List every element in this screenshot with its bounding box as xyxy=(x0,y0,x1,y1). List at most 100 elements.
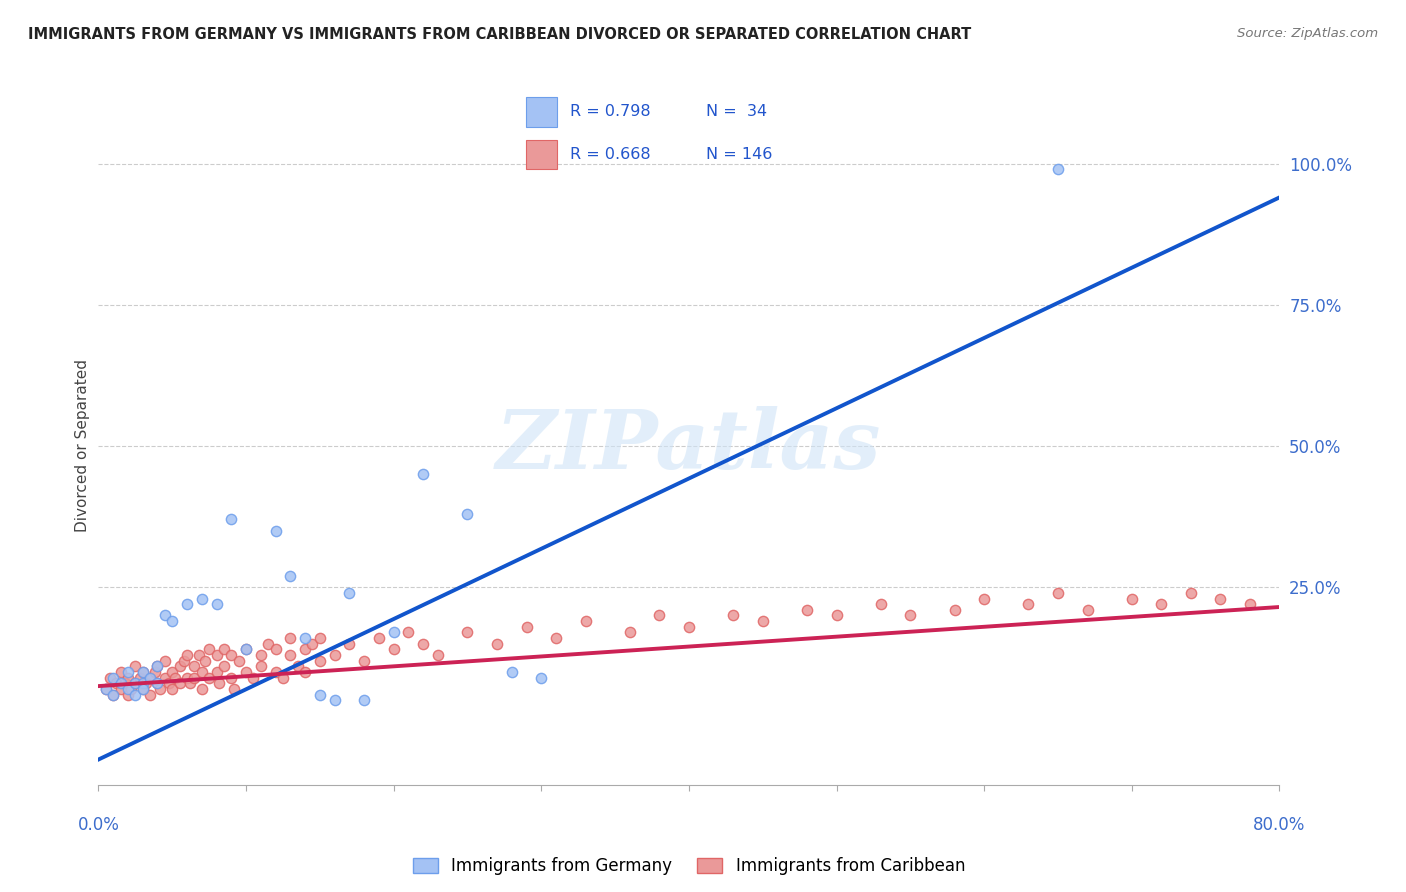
Point xyxy=(162,681,183,696)
Point xyxy=(309,688,332,702)
Point xyxy=(339,586,361,600)
Bar xyxy=(526,97,557,127)
Point xyxy=(103,688,125,702)
Point xyxy=(221,648,243,662)
Point xyxy=(183,671,205,685)
Point xyxy=(94,681,117,696)
Point xyxy=(339,637,361,651)
Point xyxy=(825,608,848,623)
Text: IMMIGRANTS FROM GERMANY VS IMMIGRANTS FROM CARIBBEAN DIVORCED OR SEPARATED CORRE: IMMIGRANTS FROM GERMANY VS IMMIGRANTS FR… xyxy=(28,27,972,42)
Point xyxy=(132,665,155,679)
Point xyxy=(120,681,142,696)
Point xyxy=(124,688,146,702)
Point xyxy=(412,467,434,482)
Point xyxy=(619,625,641,640)
Point xyxy=(235,642,257,657)
Point xyxy=(165,671,187,685)
Point xyxy=(235,665,257,679)
Point xyxy=(280,631,302,645)
Point xyxy=(457,625,479,640)
Point xyxy=(198,671,221,685)
Point xyxy=(191,591,214,606)
Point xyxy=(301,637,323,651)
Point xyxy=(176,648,198,662)
Point xyxy=(412,637,434,651)
Point xyxy=(294,631,316,645)
Point xyxy=(271,671,294,685)
Point xyxy=(228,654,250,668)
Point xyxy=(208,676,231,690)
Point xyxy=(280,648,302,662)
Point xyxy=(943,603,966,617)
Point xyxy=(135,676,157,690)
Point xyxy=(146,676,169,690)
Point xyxy=(146,659,169,673)
Point xyxy=(94,681,117,696)
Point xyxy=(427,648,450,662)
Point xyxy=(139,688,162,702)
Point xyxy=(870,597,893,611)
Point xyxy=(1046,586,1070,600)
Point xyxy=(1018,597,1040,611)
Point xyxy=(176,671,198,685)
Point xyxy=(176,597,198,611)
Point xyxy=(132,681,155,696)
Point xyxy=(143,665,166,679)
Text: Source: ZipAtlas.com: Source: ZipAtlas.com xyxy=(1237,27,1378,40)
Text: ZIPatlas: ZIPatlas xyxy=(496,406,882,486)
Point xyxy=(382,625,405,640)
Point xyxy=(117,671,139,685)
Point xyxy=(212,659,235,673)
Point xyxy=(1239,597,1261,611)
Point xyxy=(294,665,316,679)
Point xyxy=(103,688,125,702)
Point xyxy=(124,659,146,673)
Point xyxy=(114,676,136,690)
Point xyxy=(198,642,221,657)
Point xyxy=(309,654,332,668)
Point xyxy=(169,676,191,690)
Point xyxy=(264,524,287,538)
Point xyxy=(973,591,995,606)
Point xyxy=(264,665,287,679)
Bar xyxy=(526,140,557,169)
Point xyxy=(191,665,214,679)
Point xyxy=(173,654,195,668)
Legend: Immigrants from Germany, Immigrants from Caribbean: Immigrants from Germany, Immigrants from… xyxy=(406,850,972,881)
Point xyxy=(117,665,139,679)
Point xyxy=(132,665,155,679)
Point xyxy=(212,642,235,657)
Point xyxy=(132,676,155,690)
Text: N =  34: N = 34 xyxy=(706,104,766,120)
Text: 0.0%: 0.0% xyxy=(77,816,120,834)
Point xyxy=(516,620,538,634)
Point xyxy=(153,654,176,668)
Text: R = 0.798: R = 0.798 xyxy=(569,104,651,120)
Point xyxy=(1150,597,1173,611)
Point xyxy=(796,603,818,617)
Point xyxy=(546,631,568,645)
Point xyxy=(124,676,146,690)
Point xyxy=(264,642,287,657)
Point xyxy=(309,631,332,645)
Point xyxy=(146,659,169,673)
Point xyxy=(575,614,598,628)
Point xyxy=(1046,162,1070,177)
Point xyxy=(323,693,346,707)
Point xyxy=(110,681,132,696)
Point xyxy=(124,676,146,690)
Point xyxy=(250,648,273,662)
Point xyxy=(457,507,479,521)
Point xyxy=(110,665,132,679)
Point xyxy=(169,659,191,673)
Point xyxy=(146,676,169,690)
Point xyxy=(191,681,214,696)
Point xyxy=(1121,591,1143,606)
Point xyxy=(224,681,246,696)
Point xyxy=(139,671,162,685)
Text: R = 0.668: R = 0.668 xyxy=(569,147,651,162)
Point xyxy=(205,597,228,611)
Point xyxy=(162,614,183,628)
Point xyxy=(752,614,775,628)
Text: 80.0%: 80.0% xyxy=(1253,816,1306,834)
